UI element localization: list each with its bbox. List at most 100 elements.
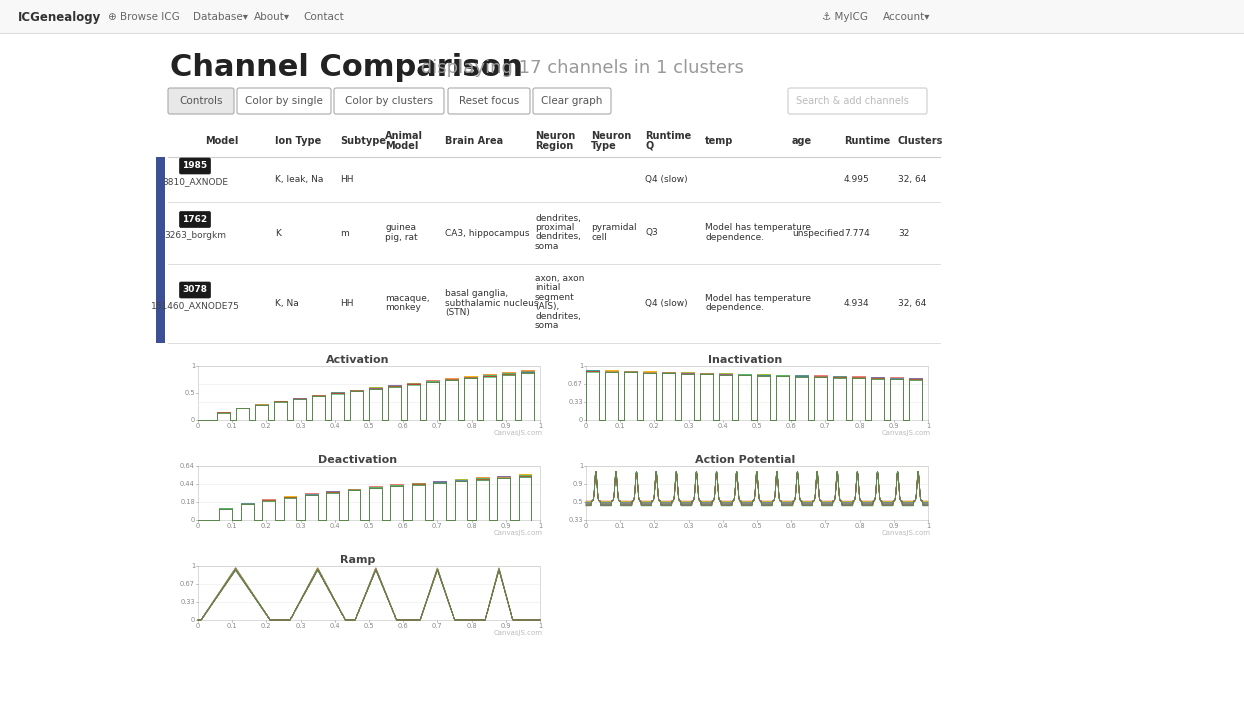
- Text: 7.774: 7.774: [843, 229, 870, 237]
- Text: dependence.: dependence.: [705, 233, 764, 242]
- Text: guinea: guinea: [384, 224, 415, 232]
- Text: CanvasJS.com: CanvasJS.com: [494, 530, 542, 536]
- FancyBboxPatch shape: [448, 88, 530, 114]
- Text: Q4 (slow): Q4 (slow): [644, 175, 688, 184]
- Text: displaying 17 channels in 1 clusters: displaying 17 channels in 1 clusters: [415, 59, 744, 77]
- Text: 0.9: 0.9: [888, 523, 899, 529]
- Text: basal ganglia,: basal ganglia,: [445, 289, 508, 298]
- Text: 1: 1: [537, 623, 542, 629]
- Text: 1: 1: [190, 363, 195, 369]
- Text: Ramp: Ramp: [340, 555, 376, 565]
- Text: 0.5: 0.5: [184, 390, 195, 396]
- Text: 0.8: 0.8: [466, 423, 476, 429]
- Text: 0.4: 0.4: [718, 423, 728, 429]
- Text: Deactivation: Deactivation: [318, 455, 397, 465]
- Text: 32, 64: 32, 64: [898, 175, 927, 184]
- Text: K, leak, Na: K, leak, Na: [275, 175, 323, 184]
- Text: 0.8: 0.8: [855, 423, 865, 429]
- Text: 0.9: 0.9: [500, 623, 511, 629]
- Text: Animal: Animal: [384, 131, 423, 141]
- Text: 1762: 1762: [183, 215, 208, 224]
- Bar: [0, 0, 1244, 33]
- Text: 0: 0: [583, 423, 588, 429]
- Text: Contact: Contact: [304, 12, 343, 22]
- Bar: [156, 264, 165, 343]
- Text: 3810_AXNODE: 3810_AXNODE: [162, 177, 228, 186]
- Text: 0.4: 0.4: [718, 523, 728, 529]
- Text: 0.4: 0.4: [330, 523, 340, 529]
- Text: unspecified: unspecified: [792, 229, 845, 237]
- Text: subthalamic nucleus: subthalamic nucleus: [445, 299, 539, 308]
- Text: Q3: Q3: [644, 229, 658, 237]
- Text: pig, rat: pig, rat: [384, 233, 418, 242]
- Text: Action Potential: Action Potential: [695, 455, 796, 465]
- Text: ⚓ MyICG: ⚓ MyICG: [822, 12, 868, 22]
- Text: 1: 1: [537, 423, 542, 429]
- Text: Runtime: Runtime: [843, 136, 891, 146]
- Text: Database▾: Database▾: [193, 12, 248, 22]
- Text: Activation: Activation: [326, 355, 389, 365]
- Bar: [156, 157, 165, 202]
- Text: 0.8: 0.8: [466, 623, 476, 629]
- Text: 4.934: 4.934: [843, 299, 870, 308]
- Text: Account▾: Account▾: [883, 12, 931, 22]
- Text: Channel Comparison: Channel Comparison: [170, 54, 522, 83]
- Text: 0.8: 0.8: [466, 523, 476, 529]
- Text: HH: HH: [340, 299, 353, 308]
- Text: 0.44: 0.44: [180, 481, 195, 487]
- Text: ICGenealogy: ICGenealogy: [17, 11, 101, 23]
- Text: CA3, hippocampus: CA3, hippocampus: [445, 229, 530, 237]
- Bar: [559, 450, 933, 538]
- FancyBboxPatch shape: [168, 88, 234, 114]
- Text: Clear graph: Clear graph: [541, 96, 602, 106]
- Text: 0.6: 0.6: [398, 623, 408, 629]
- FancyBboxPatch shape: [179, 282, 210, 298]
- Text: Region: Region: [535, 141, 573, 151]
- Text: K, Na: K, Na: [275, 299, 299, 308]
- Text: 0: 0: [195, 423, 200, 429]
- Text: Neuron: Neuron: [591, 131, 631, 141]
- Text: 1: 1: [926, 423, 931, 429]
- Text: K: K: [275, 229, 281, 237]
- Text: Color by clusters: Color by clusters: [345, 96, 433, 106]
- Text: 0.3: 0.3: [683, 523, 694, 529]
- Text: 0.4: 0.4: [330, 623, 340, 629]
- Text: 32, 64: 32, 64: [898, 299, 927, 308]
- Text: 0.1: 0.1: [226, 623, 238, 629]
- Text: cell: cell: [591, 233, 607, 242]
- Text: 0.1: 0.1: [615, 423, 626, 429]
- Text: segment: segment: [535, 293, 575, 302]
- Text: 0.1: 0.1: [226, 423, 238, 429]
- Text: (STN): (STN): [445, 308, 470, 317]
- Text: 3263_borgkm: 3263_borgkm: [164, 230, 226, 239]
- Text: Model has temperature: Model has temperature: [705, 224, 811, 232]
- Text: 0.9: 0.9: [500, 423, 511, 429]
- Text: 0.3: 0.3: [295, 423, 306, 429]
- Text: About▾: About▾: [254, 12, 290, 22]
- Text: 0.6: 0.6: [786, 423, 796, 429]
- Text: 0.67: 0.67: [180, 581, 195, 587]
- Text: 1: 1: [578, 363, 583, 369]
- Text: 1985: 1985: [183, 162, 208, 171]
- Text: Inactivation: Inactivation: [708, 355, 782, 365]
- Text: initial: initial: [535, 284, 560, 292]
- Text: CanvasJS.com: CanvasJS.com: [494, 630, 542, 636]
- Bar: [559, 350, 933, 438]
- Text: proximal: proximal: [535, 223, 575, 232]
- Text: 0.9: 0.9: [888, 423, 899, 429]
- Bar: [170, 350, 545, 438]
- Text: 0.2: 0.2: [261, 623, 271, 629]
- Text: 0.2: 0.2: [261, 523, 271, 529]
- Text: 0: 0: [190, 517, 195, 523]
- Text: Model: Model: [205, 136, 239, 146]
- Text: CanvasJS.com: CanvasJS.com: [494, 430, 542, 436]
- Text: 0.5: 0.5: [572, 499, 583, 505]
- Text: Reset focus: Reset focus: [459, 96, 519, 106]
- Text: axon, axon: axon, axon: [535, 274, 585, 283]
- FancyBboxPatch shape: [532, 88, 611, 114]
- Text: 0.7: 0.7: [432, 523, 443, 529]
- Text: 0: 0: [190, 417, 195, 423]
- Text: 0.4: 0.4: [330, 423, 340, 429]
- Text: 0.5: 0.5: [751, 523, 763, 529]
- Text: Model: Model: [384, 141, 418, 151]
